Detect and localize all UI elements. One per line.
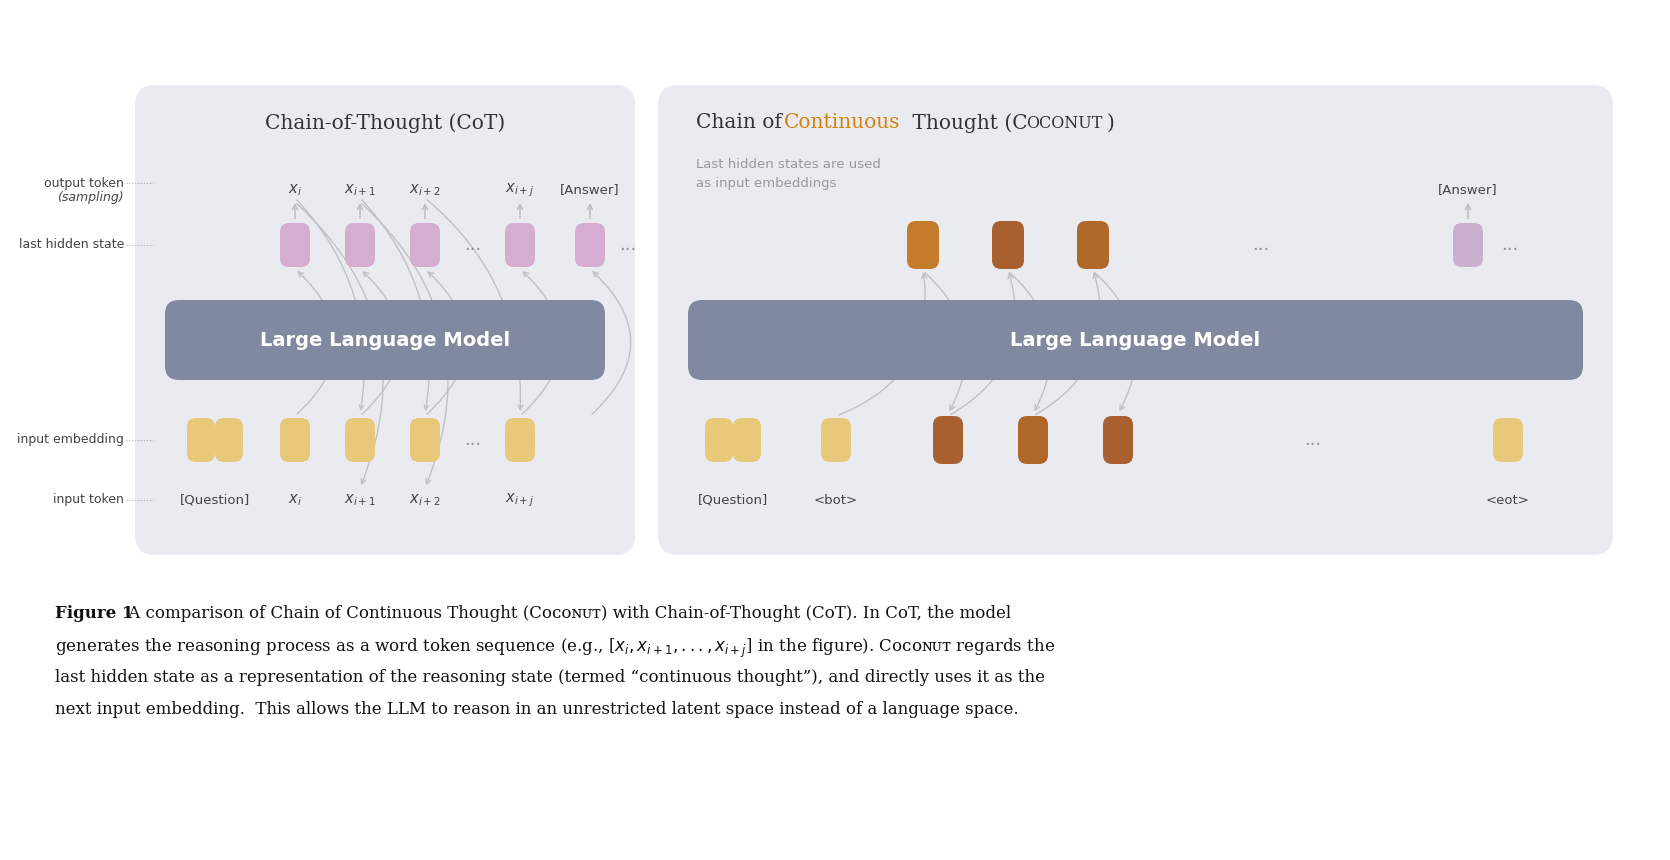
FancyArrowPatch shape (838, 273, 927, 415)
Text: as input embeddings: as input embeddings (696, 176, 837, 189)
Text: Figure 1: Figure 1 (55, 605, 134, 622)
FancyBboxPatch shape (934, 416, 964, 464)
FancyBboxPatch shape (1453, 223, 1483, 267)
Text: Chain-of-Thought (CoT): Chain-of-Thought (CoT) (266, 114, 504, 132)
FancyArrowPatch shape (428, 272, 466, 415)
FancyBboxPatch shape (574, 223, 605, 267)
FancyBboxPatch shape (1019, 416, 1049, 464)
Text: Large Language Model: Large Language Model (261, 330, 509, 349)
FancyBboxPatch shape (281, 418, 311, 462)
Text: Continuous: Continuous (783, 114, 900, 132)
FancyBboxPatch shape (187, 418, 215, 462)
Text: OCONUT: OCONUT (1025, 114, 1102, 132)
Text: <eot>: <eot> (1486, 494, 1530, 507)
Text: $x_{i+j}$: $x_{i+j}$ (506, 181, 534, 199)
FancyArrowPatch shape (297, 204, 382, 484)
Text: $x_{i+2}$: $x_{i+2}$ (409, 182, 441, 198)
Text: $x_{i+1}$: $x_{i+1}$ (344, 182, 376, 198)
Text: last hidden state as a representation of the reasoning state (termed “continuous: last hidden state as a representation of… (55, 669, 1045, 686)
FancyBboxPatch shape (822, 418, 852, 462)
Text: ...: ... (464, 236, 481, 254)
FancyBboxPatch shape (504, 223, 534, 267)
FancyBboxPatch shape (658, 85, 1613, 555)
FancyArrowPatch shape (362, 200, 429, 409)
Text: input token: input token (53, 494, 124, 507)
Text: [Question]: [Question] (698, 494, 768, 507)
FancyArrowPatch shape (362, 272, 401, 415)
FancyArrowPatch shape (1010, 273, 1050, 410)
Text: (sampling): (sampling) (57, 192, 124, 205)
Text: input embedding: input embedding (17, 433, 124, 446)
FancyBboxPatch shape (504, 418, 534, 462)
FancyBboxPatch shape (705, 418, 733, 462)
Text: Chain of: Chain of (696, 114, 788, 132)
FancyArrowPatch shape (1035, 273, 1101, 415)
FancyArrowPatch shape (523, 272, 561, 415)
FancyBboxPatch shape (411, 223, 439, 267)
Text: ...: ... (620, 236, 636, 254)
FancyBboxPatch shape (907, 221, 939, 269)
FancyBboxPatch shape (165, 300, 605, 380)
FancyBboxPatch shape (688, 300, 1583, 380)
FancyArrowPatch shape (593, 272, 631, 415)
FancyBboxPatch shape (733, 418, 762, 462)
FancyArrowPatch shape (362, 204, 448, 484)
Text: ...: ... (1304, 431, 1321, 449)
FancyArrowPatch shape (925, 273, 965, 410)
Text: next input embedding.  This allows the LLM to reason in an unrestricted latent s: next input embedding. This allows the LL… (55, 701, 1019, 718)
Text: A comparison of Chain of Continuous Thought (Cᴏᴄᴏɴᴜᴛ) with Chain-of-Thought (CoT: A comparison of Chain of Continuous Thou… (124, 605, 1010, 622)
FancyArrowPatch shape (1096, 273, 1136, 410)
FancyArrowPatch shape (428, 200, 523, 409)
Text: $x_{i+1}$: $x_{i+1}$ (344, 492, 376, 508)
Text: last hidden state: last hidden state (18, 238, 124, 251)
FancyBboxPatch shape (411, 418, 439, 462)
Text: [Answer]: [Answer] (1438, 183, 1498, 196)
Text: ...: ... (1252, 236, 1269, 254)
Text: [Question]: [Question] (180, 494, 250, 507)
FancyBboxPatch shape (1102, 416, 1132, 464)
Text: $x_{i+j}$: $x_{i+j}$ (506, 491, 534, 509)
FancyBboxPatch shape (135, 85, 635, 555)
FancyArrowPatch shape (297, 272, 336, 415)
Text: $x_i$: $x_i$ (289, 182, 302, 198)
FancyBboxPatch shape (346, 418, 376, 462)
Text: Large Language Model: Large Language Model (1010, 330, 1261, 349)
Text: [Answer]: [Answer] (559, 183, 620, 196)
Text: Thought (C: Thought (C (907, 114, 1027, 132)
Text: $x_i$: $x_i$ (289, 492, 302, 508)
FancyBboxPatch shape (215, 418, 244, 462)
FancyBboxPatch shape (992, 221, 1024, 269)
Text: output token: output token (43, 176, 124, 189)
FancyBboxPatch shape (1077, 221, 1109, 269)
Text: <bot>: <bot> (813, 494, 858, 507)
Text: ...: ... (464, 431, 481, 449)
FancyBboxPatch shape (346, 223, 376, 267)
Text: ...: ... (1501, 236, 1518, 254)
FancyArrowPatch shape (297, 200, 364, 409)
FancyBboxPatch shape (1493, 418, 1523, 462)
Text: generates the reasoning process as a word token sequence (e.g., [$x_i, x_{i+1}, : generates the reasoning process as a wor… (55, 637, 1055, 660)
Text: $x_{i+2}$: $x_{i+2}$ (409, 492, 441, 508)
Text: Last hidden states are used: Last hidden states are used (696, 158, 880, 171)
FancyArrowPatch shape (950, 273, 1015, 415)
Text: ): ) (1107, 114, 1116, 132)
FancyBboxPatch shape (281, 223, 311, 267)
